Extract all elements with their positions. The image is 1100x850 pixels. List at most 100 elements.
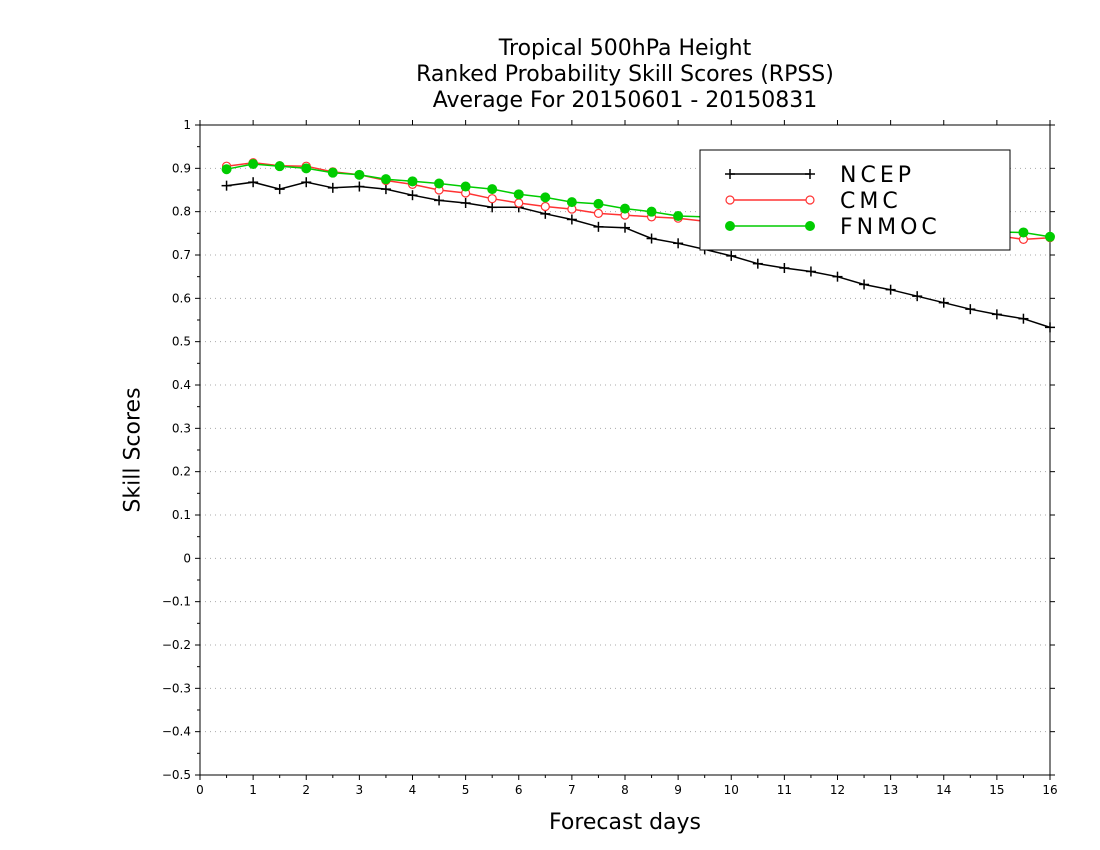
y-tick-label: 0: [183, 551, 191, 565]
plus-marker: [805, 169, 815, 179]
x-tick-label: 7: [568, 783, 576, 797]
y-tick-label: 0.5: [172, 335, 191, 349]
grid-lines: [200, 167, 1050, 733]
filled-circle-marker: [566, 197, 577, 208]
filled-circle-marker: [540, 192, 551, 203]
y-tick-label: 0.1: [172, 508, 191, 522]
open-circle-marker: [805, 195, 815, 205]
x-tick-label: 2: [302, 783, 310, 797]
x-tick-label: 9: [674, 783, 682, 797]
filled-circle-marker: [301, 163, 312, 174]
plus-marker: [646, 233, 657, 244]
legend-label: CMC: [840, 189, 902, 214]
filled-circle-marker: [673, 211, 684, 221]
plus-marker: [248, 177, 259, 188]
x-tick-label: 4: [409, 783, 417, 797]
plus-marker: [620, 222, 630, 233]
plus-marker: [726, 250, 737, 261]
filled-circle-marker: [1018, 227, 1029, 238]
plus-marker: [885, 284, 896, 295]
filled-circle-marker: [620, 203, 630, 214]
chart-title-line-2: Ranked Probability Skill Scores (RPSS): [416, 62, 834, 87]
x-tick-label: 13: [883, 783, 898, 797]
plus-marker: [301, 177, 312, 188]
filled-circle-marker: [380, 174, 391, 185]
open-circle-marker: [514, 198, 524, 208]
plus-marker: [965, 304, 976, 315]
filled-circle-marker: [805, 221, 815, 231]
filled-circle-marker: [593, 198, 604, 209]
y-tick-label: 0.2: [172, 465, 191, 479]
x-tick-label: 11: [777, 783, 792, 797]
y-tick-label: 0.3: [172, 421, 191, 435]
filled-circle-marker: [221, 164, 232, 175]
y-tick-label: −0.5: [162, 768, 191, 782]
filled-circle-marker: [274, 161, 285, 172]
axes: −0.5 −0.4 −0.3 −0.2 −0.1 0 0.1 0.2 0.3 0.4 0.5 0.6 0…: [162, 118, 1058, 797]
x-tick-label: 15: [989, 783, 1004, 797]
y-tick-label: 0.4: [172, 378, 191, 392]
plus-marker: [779, 263, 790, 273]
y-tick-label: −0.4: [162, 725, 191, 739]
filled-circle-marker: [248, 159, 259, 169]
plus-marker: [327, 182, 338, 193]
plus-marker: [912, 291, 923, 302]
plus-marker: [752, 258, 763, 269]
plus-marker: [673, 238, 684, 249]
filled-circle-marker: [460, 181, 471, 192]
filled-circle-marker: [513, 189, 524, 200]
y-tick-label: −0.3: [162, 681, 191, 695]
plus-marker: [221, 180, 232, 191]
plus-marker: [1018, 313, 1029, 324]
open-circle-marker: [725, 195, 735, 205]
plus-marker: [354, 181, 365, 192]
chart-title-line-1: Tropical 500hPa Height: [498, 36, 752, 61]
plus-marker: [1045, 322, 1055, 333]
series-ncep: [221, 177, 1055, 333]
plus-marker: [938, 297, 949, 308]
chart-title-line-3: Average For 20150601 - 20150831: [432, 88, 818, 113]
filled-circle-marker: [434, 178, 445, 189]
plus-marker: [832, 271, 843, 282]
open-circle-marker: [487, 194, 497, 204]
plus-marker: [991, 309, 1002, 320]
legend-item-cmc: CMC: [725, 189, 902, 214]
y-tick-label: −0.1: [162, 595, 191, 609]
plus-marker: [380, 184, 391, 195]
plus-marker: [274, 184, 285, 195]
plus-marker: [593, 221, 604, 232]
filled-circle-marker: [327, 167, 338, 178]
filled-circle-marker: [1045, 231, 1055, 242]
legend-item-fnmoc: FNMOC: [725, 215, 941, 240]
x-tick-label: 16: [1042, 783, 1057, 797]
y-tick-label: 1: [183, 118, 191, 132]
x-tick-label: 5: [462, 783, 470, 797]
filled-circle-marker: [407, 176, 418, 187]
plus-marker: [434, 195, 445, 206]
x-tick-label: 6: [515, 783, 523, 797]
filled-circle-marker: [487, 184, 498, 195]
plus-marker: [725, 169, 735, 179]
legend-label: FNMOC: [840, 215, 941, 240]
open-circle-marker: [540, 201, 550, 212]
filled-circle-marker: [354, 169, 365, 180]
plus-marker: [460, 198, 471, 208]
y-tick-label: 0.9: [172, 161, 191, 175]
y-tick-label: 0.7: [172, 248, 191, 262]
open-circle-marker: [593, 208, 604, 218]
x-tick-label: 14: [936, 783, 951, 797]
x-tick-label: 0: [196, 783, 204, 797]
plus-marker: [566, 214, 577, 225]
legend-item-ncep: NCEP: [725, 163, 915, 188]
legend-label: NCEP: [840, 163, 915, 188]
plus-marker: [805, 266, 816, 277]
filled-circle-marker: [646, 206, 657, 217]
plus-marker: [407, 190, 418, 201]
x-tick-label: 3: [356, 783, 364, 797]
plus-marker: [859, 279, 870, 290]
y-tick-label: −0.2: [162, 638, 191, 652]
y-tick-label: 0.8: [172, 205, 191, 219]
y-tick-label: 0.6: [172, 291, 191, 305]
